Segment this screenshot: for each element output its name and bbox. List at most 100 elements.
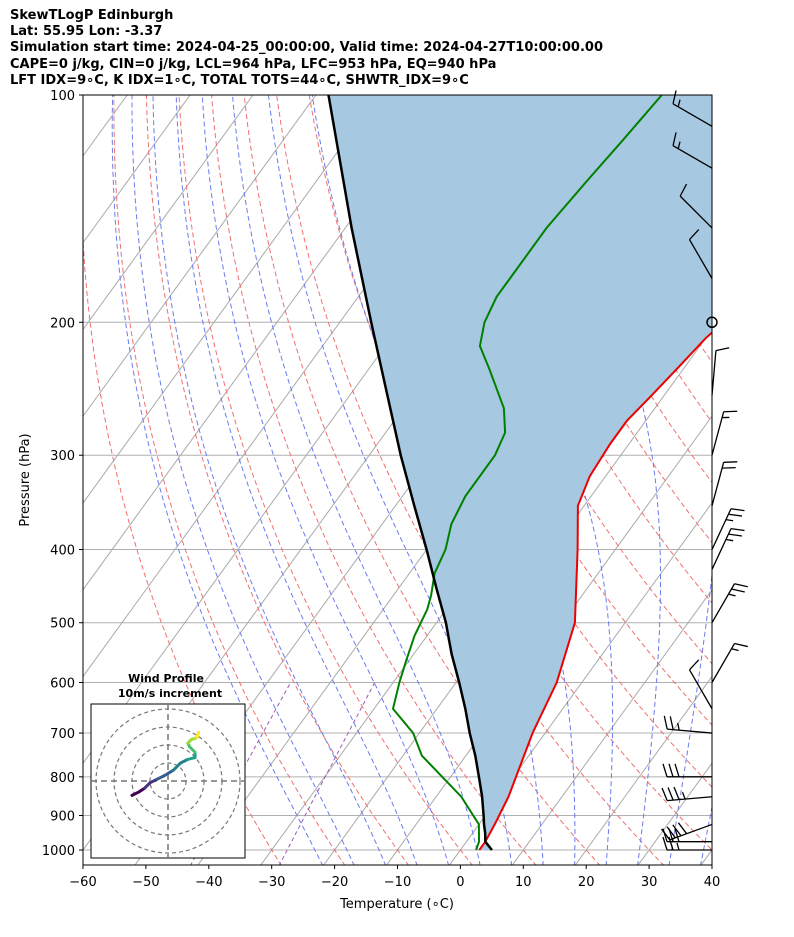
y-tick-label: 300 [50,449,75,464]
x-tick-label: −40 [195,875,222,890]
wind-barb-flag [667,787,674,801]
wind-barb [711,347,730,396]
title-latlon: Lat: 55.95 Lon: -3.37 [10,24,163,40]
y-axis-label: Pressure (hPa) [18,433,33,526]
wind-barb-flag [730,508,745,512]
wind-barb-staff [688,669,713,710]
wind-barb-staff [667,728,713,734]
dewpoint-line [391,95,663,851]
wind-barb-flag [672,90,677,104]
wind-barb-flag [674,763,680,778]
dry-adiabat-line [113,95,346,865]
wind-barb-flag [666,826,676,839]
moist-adiabat-line [232,95,481,865]
wind-barb [688,659,713,710]
wind-barb-flag [730,528,745,532]
wind-barb-flag [715,347,730,352]
wind-barb-flag [679,183,688,197]
wind-barb-half-flag [676,842,680,851]
wind-barb-half-flag [677,141,681,149]
wind-barb-staff [711,462,725,506]
moist-adiabat-line [111,95,324,865]
wind-barb-flag [662,836,668,851]
wind-barb-half-flag [731,648,739,652]
wind-barb [711,528,745,570]
title-times: Simulation start time: 2024-04-25_00:00:… [10,40,603,56]
wind-barb-staff [688,239,713,279]
wind-barb [706,316,718,329]
dry-adiabat-line [699,95,712,120]
wind-barb-staff [669,823,713,841]
wind-barb-staff [711,411,725,456]
wind-barb [711,583,748,624]
wind-barb-flag [728,533,743,537]
wind-barb [663,715,713,734]
wind-barb-staff [711,508,732,550]
wind-barb-half-flag [681,792,686,800]
x-axis-label: Temperature (∘C) [339,897,454,912]
isotherm-line [511,588,712,865]
dry-adiabat-line [211,95,537,865]
title-indices-2: LFT IDX=9∘C, K IDX=1∘C, TOTAL TOTS=44∘C,… [10,72,469,88]
title-indices-1: CAPE=0 j/kg, CIN=0 j/kg, LCL=964 hPa, LF… [10,56,497,72]
temperature-line [478,331,712,851]
isotherm-line [83,95,317,418]
hodograph-segment [171,761,183,772]
wind-barb-flag [663,715,668,730]
wind-barb [662,763,712,778]
wind-barb-staff [711,583,736,624]
wind-barb-flag [662,763,668,778]
dry-adiabat-line [243,95,601,865]
x-tick-label: −50 [132,875,159,890]
dry-adiabat-line [732,95,794,866]
wind-barb-flag [669,716,674,730]
wind-barb-half-flag [725,538,734,542]
wind-barb-flag [673,786,680,800]
y-tick-label: 600 [50,677,75,692]
x-tick-label: 0 [456,875,464,890]
x-tick-label: −10 [384,875,411,890]
x-tick-label: −20 [321,875,348,890]
isotherm-line [83,95,380,504]
wind-barb [661,786,713,802]
moist-adiabat-line [700,804,712,865]
wind-barb-calm [706,316,718,329]
wind-barb-staff [672,103,713,127]
x-tick-label: 10 [515,875,532,890]
parcel-line [327,95,493,851]
moist-adiabat-line [131,95,355,865]
x-tick-label: 20 [578,875,595,890]
wind-barb-flag [674,828,680,842]
wind-barb [679,183,713,229]
wind-barb-staff [711,350,717,396]
y-tick-label: 400 [50,544,75,559]
y-tick-label: 800 [50,771,75,786]
wind-barb-flag [672,824,682,837]
isotherm-line [83,95,443,591]
wind-barb-flag [734,642,748,648]
wind-barb [711,410,738,456]
y-tick-label: 500 [50,617,75,632]
wind-barb-half-flag [725,519,734,522]
wind-barb-flag [731,588,745,593]
x-tick-label: 30 [641,875,658,890]
y-tick-label: 200 [50,316,75,331]
wind-barb-flag [689,659,700,671]
wind-barb-staff [711,643,736,683]
wind-barb-half-flag [728,593,736,597]
x-tick-label: −60 [69,875,96,890]
inset-subtitle: 10m/s increment [118,687,222,700]
title-station: SkewTLogP Edinburgh [10,8,174,23]
wind-barb-flag [689,229,700,240]
y-tick-label: 1000 [42,844,75,859]
wind-barb-flag [728,513,743,517]
wind-barb [711,461,738,506]
isotherm-line [323,328,712,865]
isotherm-line [448,502,712,865]
x-tick-label: 40 [704,875,721,890]
y-tick-label: 700 [50,727,75,742]
wind-barb [688,229,713,279]
hodograph-segment [162,768,175,778]
mixing-ratio-line [278,682,376,865]
